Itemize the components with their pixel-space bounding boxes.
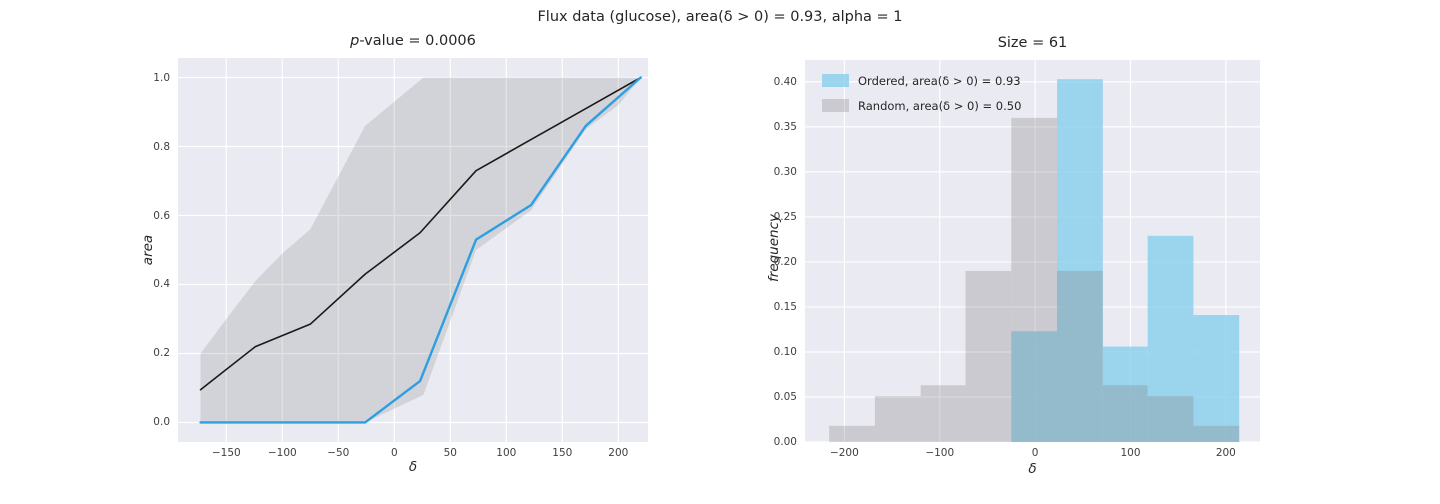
y-tick-label: 0.05 [773,390,797,403]
y-tick-label: 1.0 [153,71,170,84]
y-tick-label: 0.4 [153,278,170,291]
random-swatch-icon [822,99,849,112]
left-xaxis-label: δ [408,459,418,475]
x-tick-label: −150 [211,447,241,459]
y-tick-label: 0.6 [153,209,170,222]
legend-label-random: Random, area(δ > 0) = 0.50 [858,98,1022,113]
right-chart-svg [805,60,1260,442]
y-tick-label: 0.8 [153,140,170,153]
x-tick-label: −100 [925,447,955,459]
x-tick-label: −100 [267,447,297,459]
random-hist-bar [1011,117,1058,442]
x-tick-label: 50 [443,447,457,459]
y-tick-label: 0.2 [153,347,170,360]
left-chart-svg [178,58,648,442]
right-plot-title: Size = 61 [997,35,1068,51]
ordered-curve [199,76,642,424]
x-tick-label: 100 [496,447,517,459]
ordered-hist-bar [1011,331,1058,442]
random-hist-bar [1102,385,1148,442]
x-tick-label: 150 [552,447,573,459]
left-plot-title-rest: -value = 0.0006 [359,33,476,49]
random-hist-bar [1057,270,1103,442]
x-tick-label: 100 [1120,447,1141,459]
right-yaxis-label: frequency [766,213,782,283]
legend-item-ordered: Ordered, area(δ > 0) = 0.93 [822,68,1021,93]
x-tick-label: 200 [608,447,629,459]
random-mean-curve [199,76,642,391]
random-hist-bar [1193,425,1240,442]
x-tick-label: 0 [1031,447,1039,459]
legend-item-random: Random, area(δ > 0) = 0.50 [822,93,1021,118]
y-tick-label: 0.40 [773,75,797,88]
figure-title: Flux data (glucose), area(δ > 0) = 0.93,… [537,9,903,25]
legend-label-ordered: Ordered, area(δ > 0) = 0.93 [858,73,1021,88]
y-tick-label: 0.35 [773,120,797,133]
left-plot-title: p-value = 0.0006 [178,33,648,49]
legend: Ordered, area(δ > 0) = 0.93 Random, area… [822,68,1021,118]
random-hist-bar [829,425,875,442]
random-hist-bar [965,270,1012,442]
y-tick-label: 0.15 [773,300,797,313]
ordered-hist-bar [1057,79,1103,442]
random-hist-bar [874,396,921,442]
ordered-swatch-icon [822,74,849,87]
right-xaxis-label: δ [1028,461,1037,477]
random-orderings-range [200,77,641,423]
y-tick-label: 0.10 [773,345,797,358]
left-plot-title-em: p [350,33,360,49]
right-axes [805,60,1260,442]
x-tick-label: −50 [327,447,350,459]
x-tick-label: 0 [390,447,398,459]
y-tick-label: 0.0 [153,416,170,429]
random-hist-bar [1147,396,1194,442]
ordered-hist-bar [1193,315,1240,442]
x-tick-label: −200 [829,447,859,459]
y-tick-label: 0.20 [773,255,797,268]
ordered-hist-bar [1147,235,1194,442]
y-tick-label: 0.25 [773,210,797,223]
ordered-hist-bar [1102,346,1148,442]
x-tick-label: 200 [1215,447,1236,459]
left-yaxis-label: area [140,234,156,266]
y-tick-label: 0.30 [773,165,797,178]
y-tick-label: 0.00 [773,436,797,448]
random-hist-bar [920,385,966,442]
left-axes [178,58,648,442]
